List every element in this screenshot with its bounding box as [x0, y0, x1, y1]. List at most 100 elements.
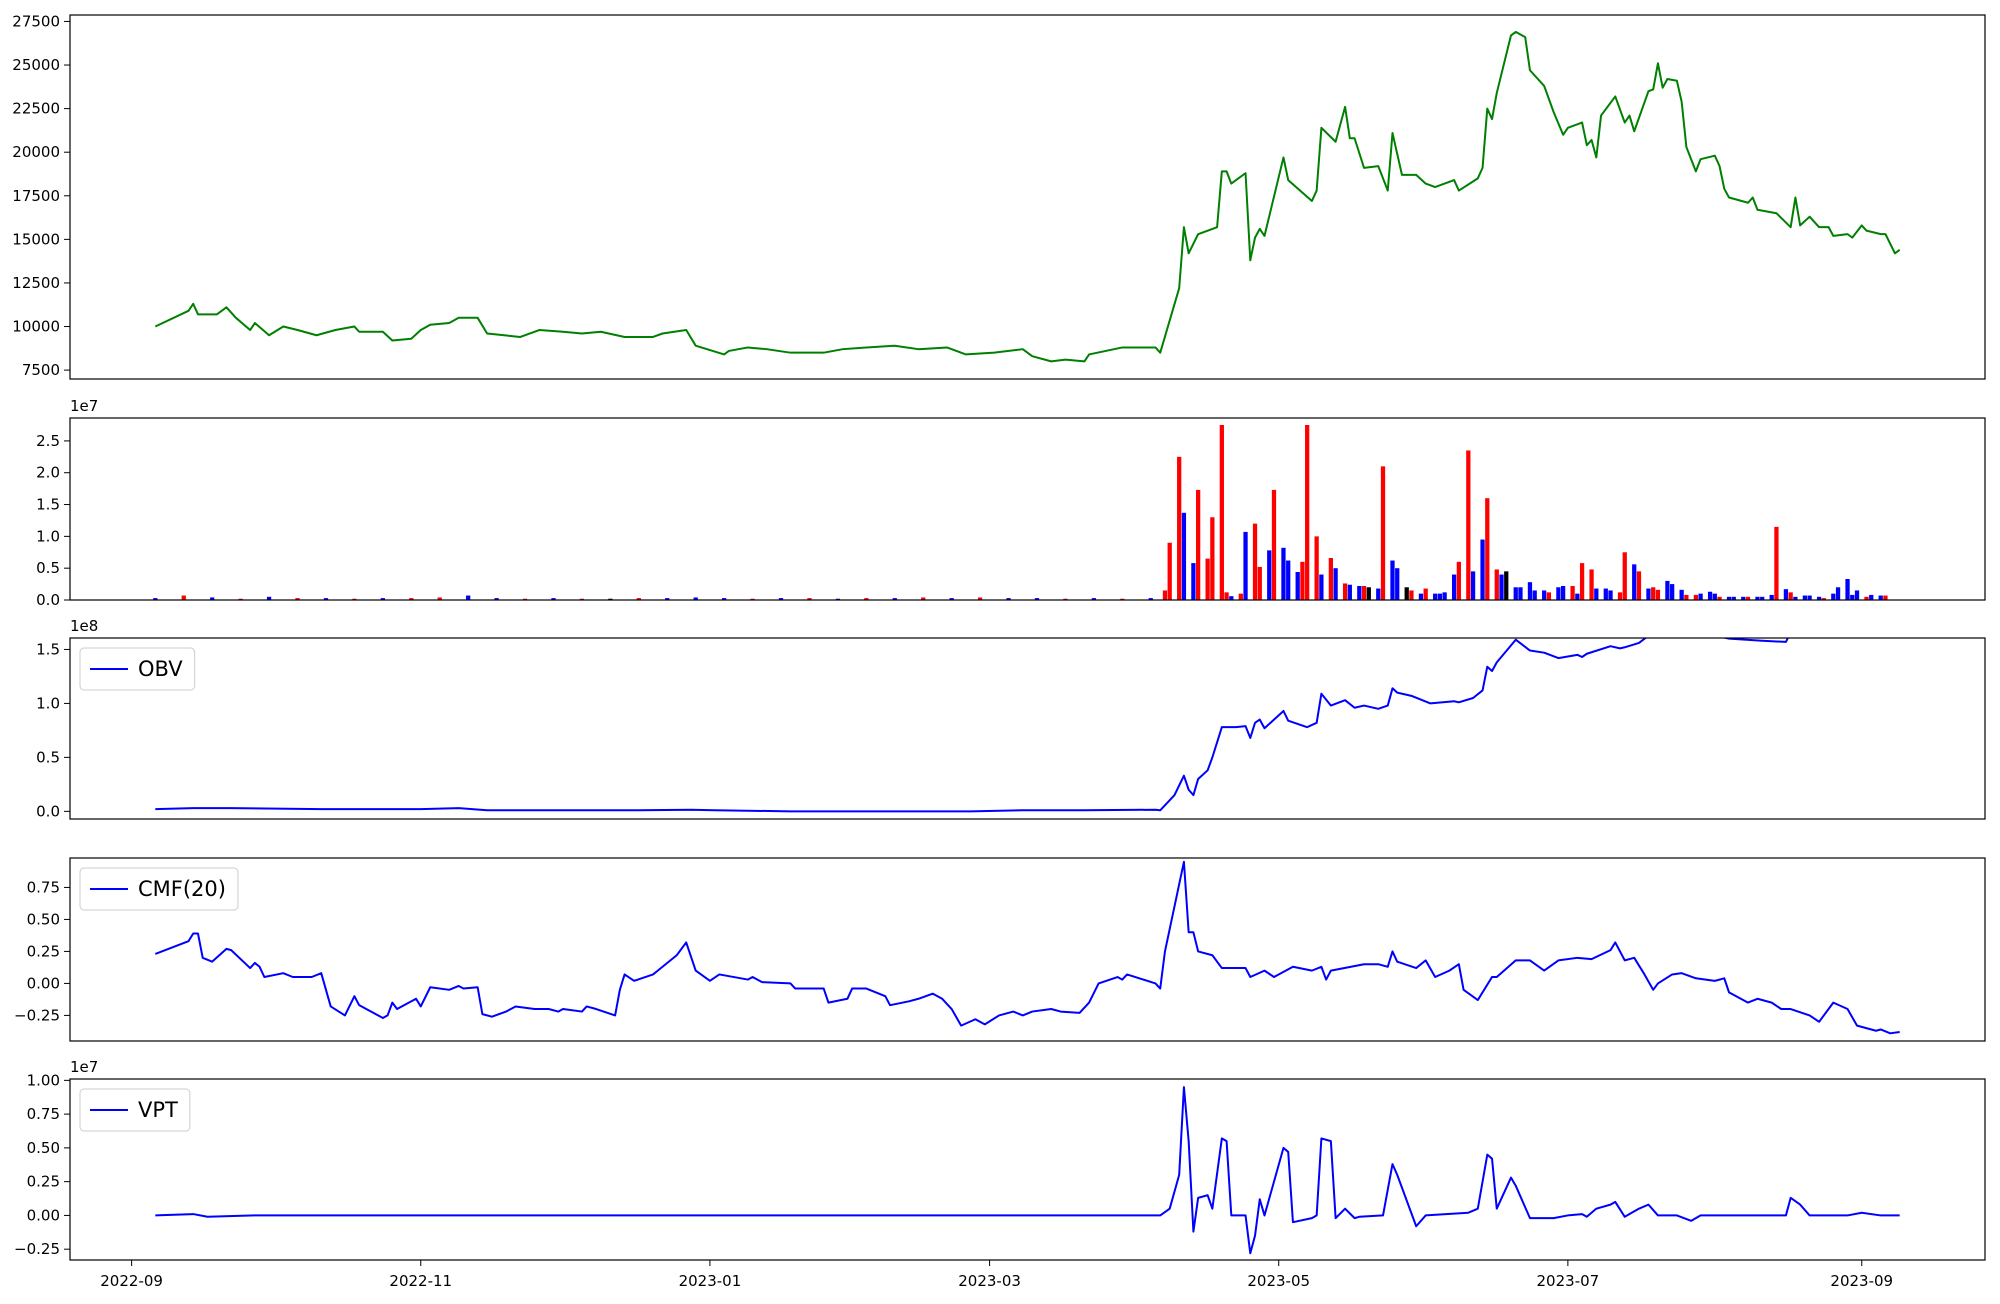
bar — [1238, 593, 1243, 600]
bar — [1229, 596, 1234, 600]
bar — [1513, 587, 1518, 600]
bar — [892, 598, 897, 600]
bar — [864, 598, 869, 600]
y-tick-label: 0.0 — [36, 802, 60, 820]
bar — [1665, 580, 1670, 600]
legend-box — [79, 647, 196, 691]
plot-area — [153, 425, 1888, 600]
y-tick-label: 22500 — [12, 100, 60, 118]
bar — [1357, 586, 1362, 600]
bar — [1181, 512, 1187, 600]
line — [154, 30, 1901, 363]
bar — [1807, 595, 1812, 600]
bar — [1210, 517, 1215, 600]
bar — [1162, 590, 1168, 600]
bar — [1148, 598, 1153, 600]
bar — [1091, 598, 1096, 600]
legend-box — [79, 1088, 191, 1132]
bar — [1314, 536, 1319, 600]
bar — [1252, 523, 1258, 600]
plot-area — [154, 860, 1900, 1035]
legend: VPT — [79, 1088, 191, 1132]
bar — [1788, 592, 1793, 600]
bar — [1589, 569, 1594, 600]
bar — [1305, 425, 1310, 600]
bar — [1693, 594, 1698, 600]
offset-label: 1e7 — [70, 1058, 98, 1076]
legend: CMF(20) — [79, 867, 239, 911]
bar — [1835, 587, 1841, 600]
bar — [1006, 598, 1011, 600]
bar — [1485, 498, 1490, 600]
bar — [1470, 571, 1476, 600]
y-tick-label: 0.0 — [36, 591, 60, 609]
bar — [1646, 588, 1651, 600]
bar — [1063, 598, 1068, 600]
x-tick-label: 2023-05 — [1247, 1272, 1310, 1290]
bar — [1603, 588, 1608, 600]
bar — [1196, 489, 1201, 600]
bar — [323, 598, 329, 600]
y-tick-label: 27500 — [12, 12, 60, 30]
bar — [1456, 561, 1461, 600]
bar — [1575, 593, 1580, 600]
bar — [1684, 594, 1689, 600]
y-tick-label: 0.75 — [27, 1105, 60, 1123]
bar — [1120, 598, 1125, 600]
x-tick-label: 2023-01 — [679, 1272, 742, 1290]
y-tick-label: 0.25 — [27, 1173, 60, 1191]
bar — [1712, 593, 1717, 600]
frame — [69, 417, 1986, 601]
x-tick-label: 2023-07 — [1537, 1272, 1600, 1290]
bar — [778, 598, 784, 600]
bar — [1404, 587, 1409, 600]
bar — [1560, 586, 1566, 600]
bar — [380, 598, 385, 600]
bar — [437, 597, 442, 600]
panel: −0.25 0.00 0.25 0.50 0.75 1.00 2022-09 2022-11 2… — [14, 1058, 1986, 1290]
bar — [665, 598, 670, 600]
bar — [579, 598, 585, 600]
bar — [1816, 596, 1822, 600]
bar — [1864, 596, 1869, 600]
bar — [1281, 547, 1286, 600]
y-tick-label: 1.00 — [27, 1071, 60, 1089]
bar — [1769, 594, 1774, 600]
plot-area — [155, 638, 1789, 813]
bar — [1518, 587, 1523, 600]
bar — [1783, 589, 1789, 600]
panel: 0.0 0.5 1.0 1.5 2.0 2.5 1e7 — [36, 397, 1986, 609]
bar — [1191, 563, 1196, 600]
y-tick-label: 0.50 — [27, 1139, 60, 1157]
bar — [949, 598, 954, 600]
bar — [1418, 593, 1424, 600]
y-tick-label: 2.5 — [36, 432, 60, 450]
bar — [1328, 558, 1333, 600]
bar — [1271, 489, 1277, 600]
y-tick-label: 10000 — [12, 318, 60, 336]
x-tick-label: 2023-03 — [958, 1272, 1021, 1290]
y-tick-label: 0.5 — [36, 559, 60, 577]
bar — [1451, 574, 1457, 600]
panel: −0.25 0.00 0.25 0.50 0.75 CMF(20) — [14, 857, 1986, 1042]
bar — [1636, 571, 1642, 600]
bar — [1034, 598, 1040, 600]
y-tick-label: 0.50 — [27, 910, 60, 928]
x-tick-label: 2022-09 — [100, 1272, 163, 1290]
bar — [1608, 590, 1613, 600]
bar — [1622, 552, 1627, 600]
legend-label: OBV — [138, 657, 183, 681]
bar — [807, 598, 812, 600]
bar — [1845, 579, 1850, 600]
bar — [1707, 591, 1713, 600]
bar — [1257, 566, 1262, 600]
bar — [1267, 550, 1272, 600]
y-tick-label: 1.5 — [36, 496, 60, 514]
bar — [608, 598, 613, 600]
bar — [1670, 584, 1675, 600]
bar — [1632, 564, 1637, 600]
bar — [1745, 596, 1751, 600]
bar — [1556, 587, 1561, 600]
bar — [153, 598, 158, 600]
